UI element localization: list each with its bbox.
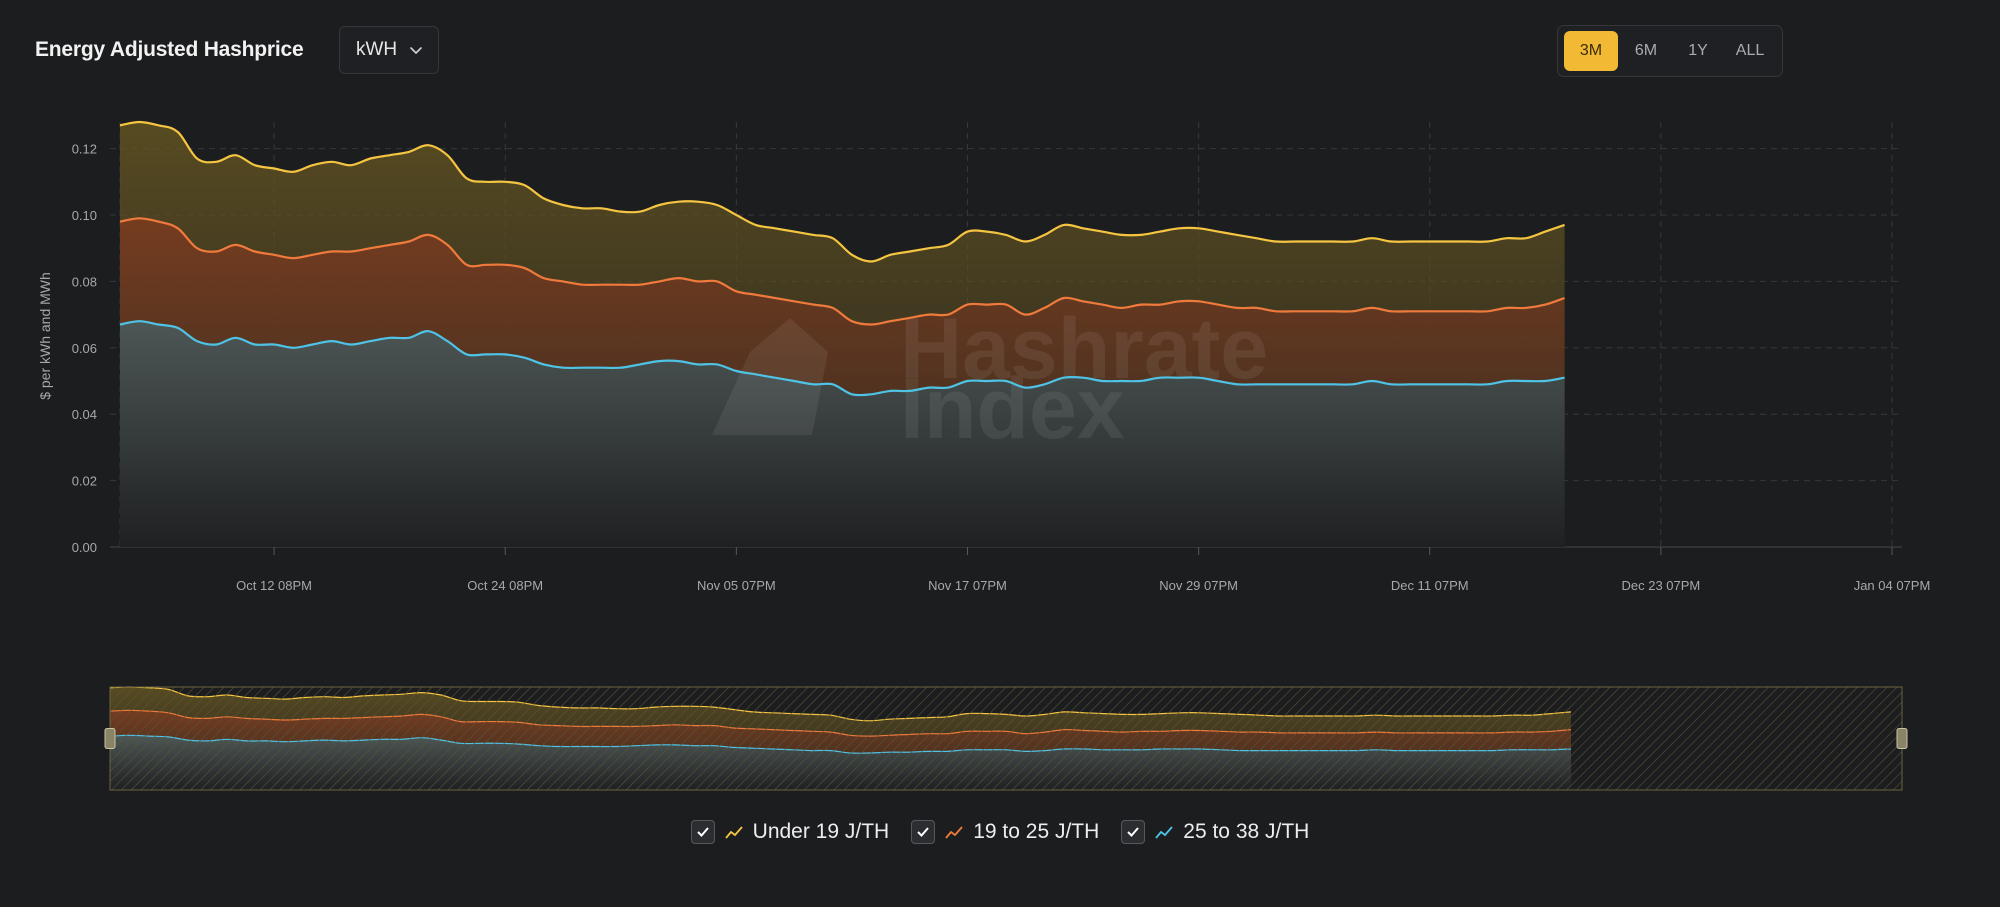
- line-chart-icon: [1155, 826, 1173, 839]
- y-tick-label: 0.08: [72, 274, 97, 289]
- navigator-handle-left[interactable]: [104, 728, 116, 749]
- x-tick-label: Nov 29 07PM: [1159, 578, 1238, 593]
- legend-label: Under 19 J/TH: [752, 820, 890, 843]
- checkbox-under-19[interactable]: [690, 820, 715, 844]
- legend-item-25-to-38[interactable]: 25 to 38 J/TH: [1121, 820, 1309, 844]
- legend-item-19-to-25[interactable]: 19 to 25 J/TH: [911, 820, 1099, 844]
- navigator-handle-right[interactable]: [1896, 728, 1908, 749]
- y-tick-label: 0.06: [72, 341, 97, 356]
- line-chart-icon: [945, 826, 963, 839]
- chart-title: Energy Adjusted Hashprice: [35, 38, 304, 61]
- watermark-text-1: Hashrate: [900, 301, 1268, 397]
- y-tick-label: 0.12: [72, 142, 97, 157]
- legend-label: 19 to 25 J/TH: [973, 820, 1100, 843]
- checkbox-25-to-38[interactable]: [1121, 820, 1146, 844]
- watermark-text-2: Index: [900, 361, 1125, 457]
- unit-dropdown[interactable]: kWH: [339, 26, 439, 74]
- x-tick-label: Oct 12 08PM: [236, 578, 312, 593]
- navigator-selection: [109, 686, 1903, 791]
- y-tick-label: 0.04: [72, 407, 97, 422]
- range-button-6m[interactable]: 6M: [1634, 42, 1658, 59]
- x-tick-label: Dec 23 07PM: [1621, 578, 1700, 593]
- x-tick-label: Dec 11 07PM: [1391, 578, 1469, 593]
- y-axis: 0.00 0.02 0.04 0.06 0.08 0.10 0.12: [72, 142, 97, 555]
- series-line-under-19-j-th: [119, 120, 1565, 263]
- checkbox-19-to-25[interactable]: [911, 820, 936, 844]
- unit-dropdown-value: kWH: [356, 39, 398, 60]
- legend-label: 25 to 38 J/TH: [1183, 820, 1310, 843]
- series-areas: [120, 122, 1565, 548]
- check-icon: [1127, 827, 1140, 837]
- x-tick-label: Jan 04 07PM: [1854, 578, 1931, 593]
- series-lines: [119, 120, 1565, 397]
- range-navigator[interactable]: [104, 686, 1908, 791]
- range-button-all[interactable]: ALL: [1735, 42, 1765, 59]
- legend-item-under-19[interactable]: Under 19 J/TH: [690, 820, 890, 844]
- x-axis: Oct 12 08PM Oct 24 08PM Nov 05 07PM Nov 17 …: [236, 547, 1930, 593]
- y-tick-label: 0.02: [72, 474, 97, 489]
- chevron-down-icon: [410, 47, 422, 54]
- range-button-1y[interactable]: 1Y: [1688, 42, 1708, 59]
- y-axis-label: $ per kWh and MWh: [37, 272, 53, 400]
- hashprice-chart: Hashrate Index 0.000.020.040.060.080.100…: [37, 120, 1930, 791]
- x-tick-label: Nov 05 07PM: [697, 578, 776, 593]
- range-button-3m[interactable]: 3M: [1564, 31, 1618, 71]
- x-tick-label: Nov 17 07PM: [928, 578, 1007, 593]
- check-icon: [696, 827, 709, 837]
- time-range-selector: 3M 6M 1Y ALL: [1557, 25, 1783, 77]
- hashrate-index-watermark: Hashrate Index: [712, 301, 1268, 457]
- legend: Under 19 J/TH 19 to 25 J/TH 25 to 38 J/T…: [0, 820, 2000, 844]
- y-tick-label: 0.10: [72, 208, 97, 223]
- series-line-19-to-25-j-th: [119, 217, 1565, 326]
- check-icon: [917, 827, 929, 837]
- x-tick-label: Oct 24 08PM: [467, 578, 543, 593]
- area-25-to-38-j-th: [120, 321, 1565, 547]
- line-chart-icon: [724, 826, 743, 839]
- y-tick-label: 0.00: [72, 540, 97, 555]
- series-line-25-to-38-j-th: [119, 320, 1565, 397]
